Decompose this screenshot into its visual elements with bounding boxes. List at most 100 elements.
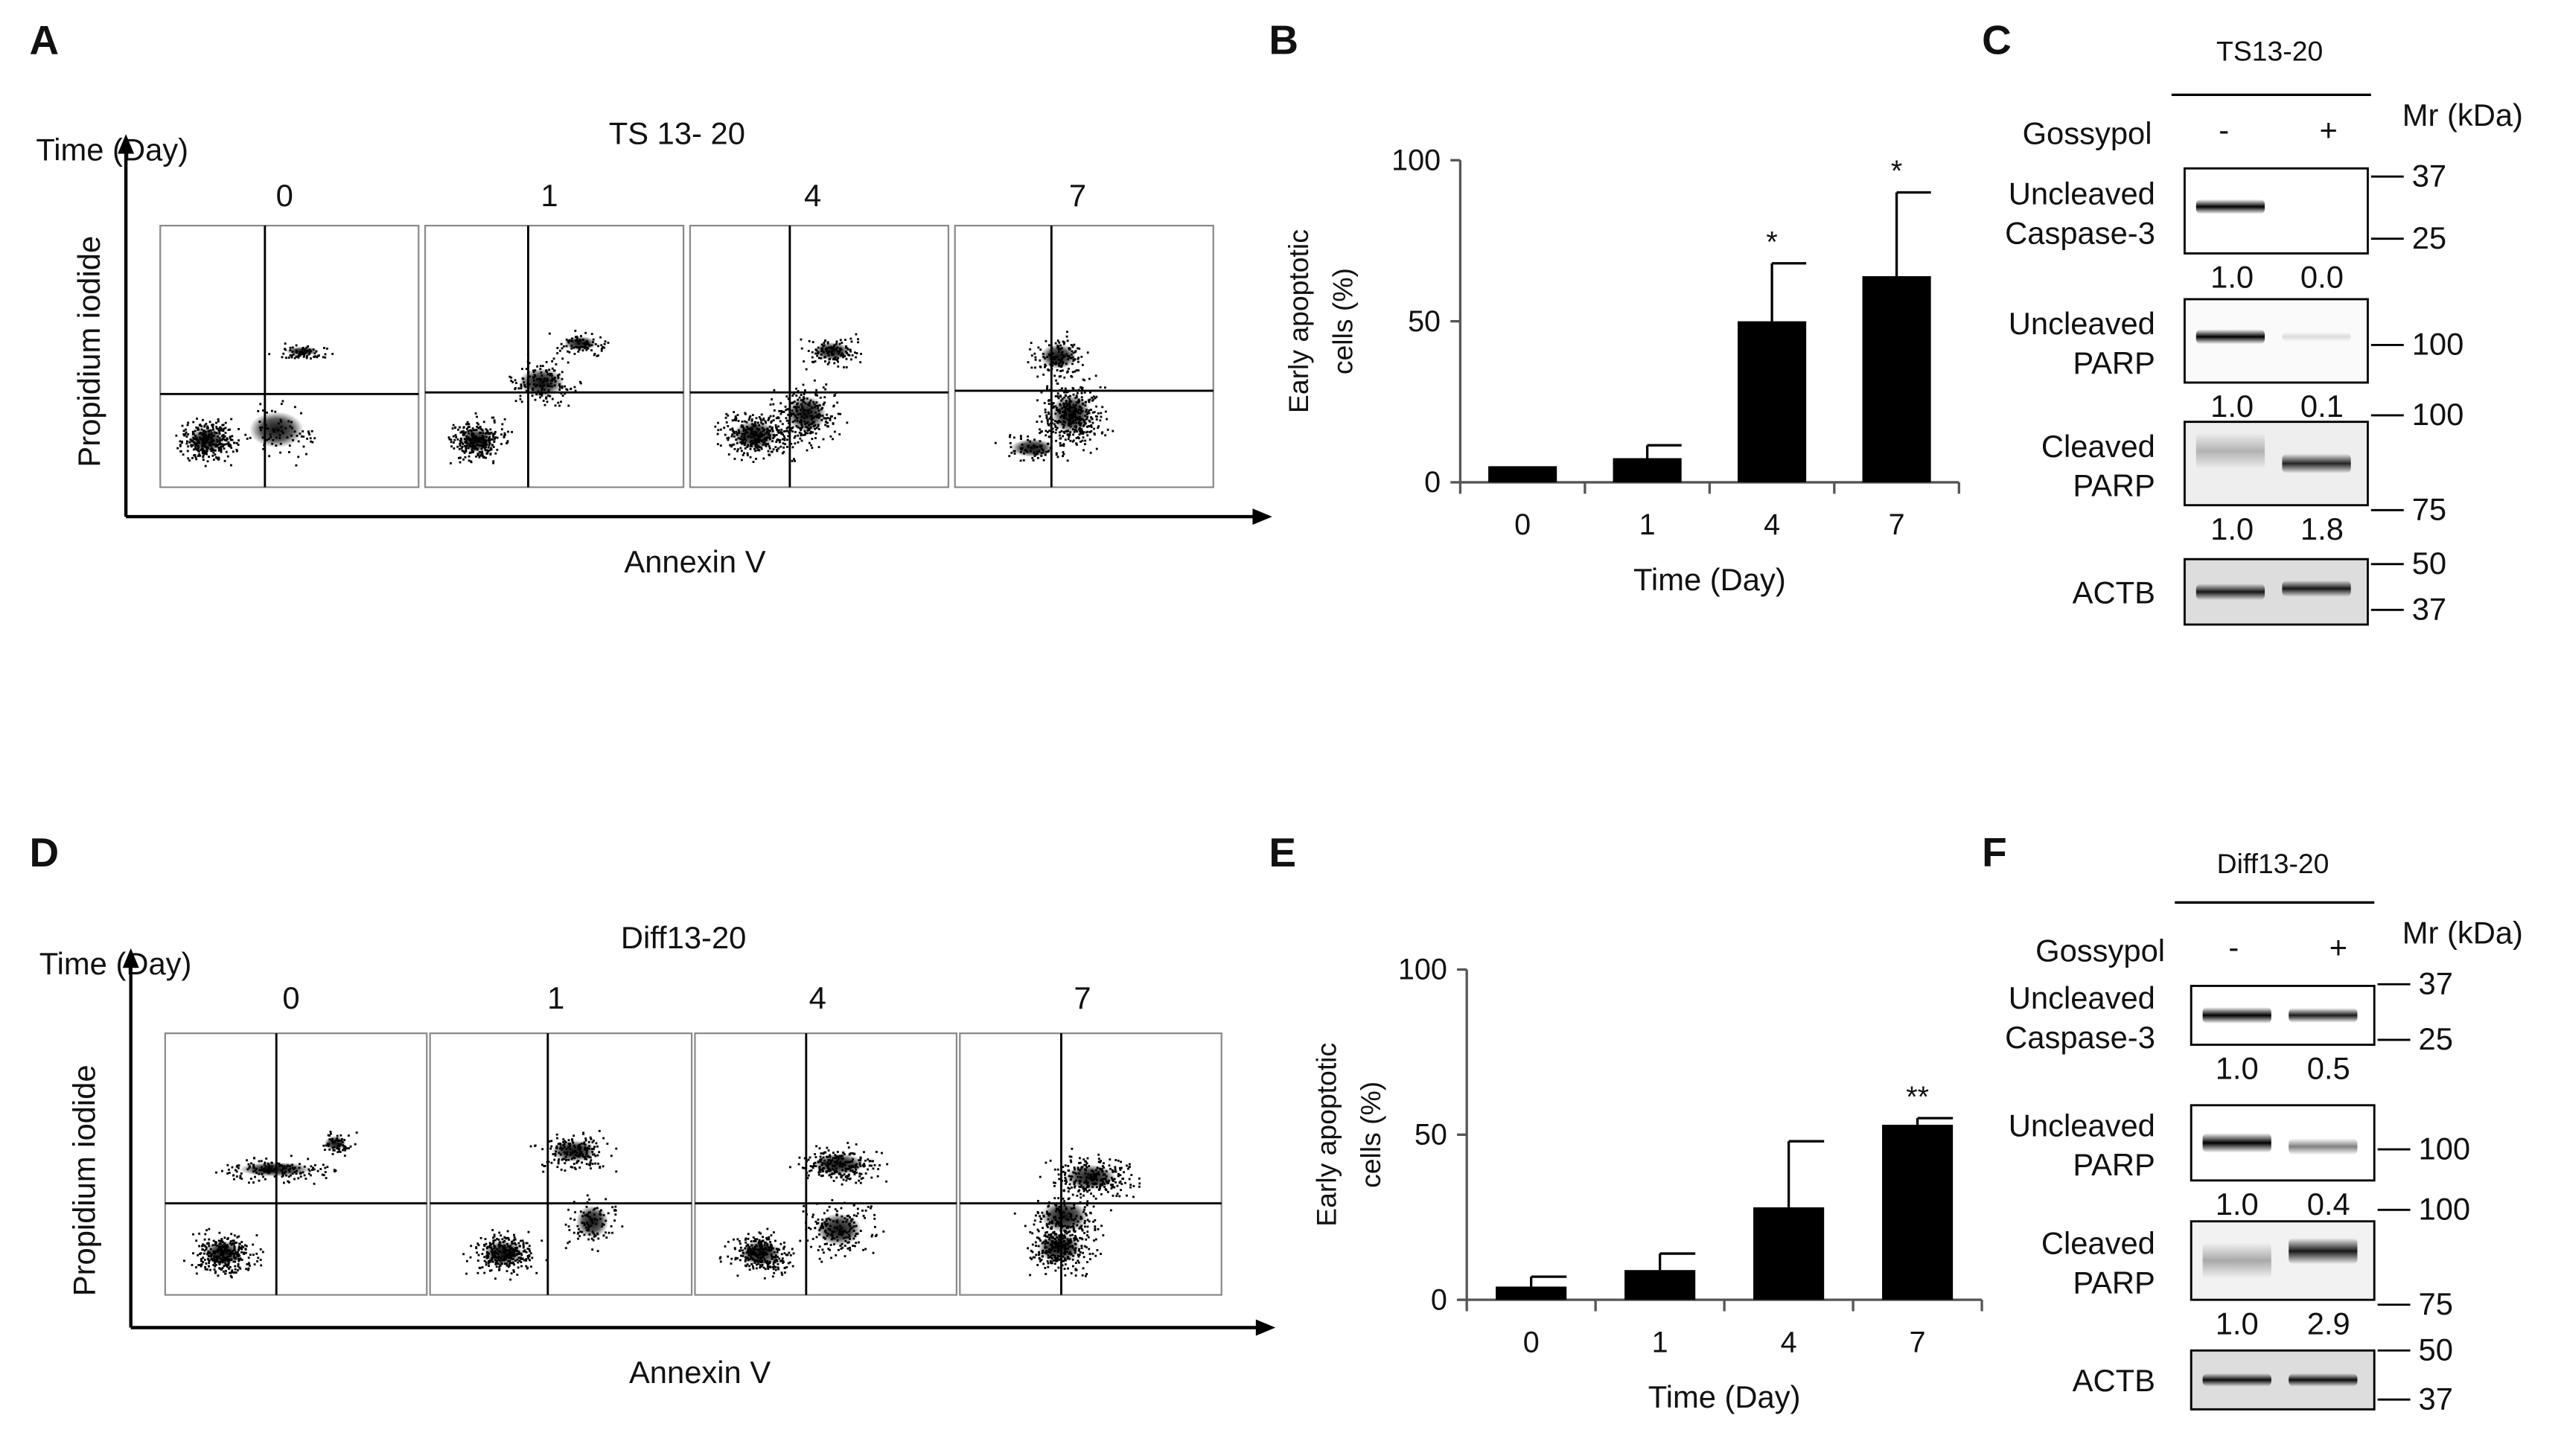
dot xyxy=(1042,449,1045,451)
dot xyxy=(493,440,496,443)
dot xyxy=(1052,1236,1055,1239)
dot xyxy=(809,1156,811,1159)
dot xyxy=(201,1248,204,1251)
dot xyxy=(1092,1205,1095,1208)
dot xyxy=(857,338,860,341)
dot xyxy=(1047,1257,1050,1259)
dot xyxy=(452,424,455,427)
dot xyxy=(1067,433,1070,436)
dot xyxy=(1047,435,1050,438)
dot xyxy=(855,1224,858,1227)
dot xyxy=(217,429,220,432)
dot xyxy=(821,1248,824,1251)
marker-label: 50 xyxy=(2412,546,2446,581)
dot xyxy=(237,1254,240,1256)
y-axis-label: Propidium iodide xyxy=(71,236,106,467)
dot xyxy=(810,406,813,409)
dot xyxy=(338,1150,341,1153)
dot xyxy=(1042,451,1045,454)
dot xyxy=(1077,408,1080,411)
dot xyxy=(1038,1253,1041,1256)
dot xyxy=(259,403,262,406)
dot xyxy=(222,1259,225,1262)
dot xyxy=(302,355,305,358)
dot xyxy=(844,350,847,353)
dot xyxy=(203,450,206,453)
dot xyxy=(596,1232,599,1235)
dot xyxy=(838,1158,840,1160)
dot xyxy=(765,1236,768,1239)
dot xyxy=(450,462,452,464)
dot xyxy=(1059,409,1062,412)
dot xyxy=(781,1257,784,1260)
dot xyxy=(573,1134,575,1137)
flow-day-label: 1 xyxy=(547,980,564,1015)
dot xyxy=(479,454,482,457)
dot xyxy=(751,427,753,430)
dot xyxy=(1073,1239,1076,1242)
dot xyxy=(567,1139,570,1142)
dot xyxy=(832,1152,835,1155)
dot xyxy=(778,1257,781,1260)
dot xyxy=(852,1171,855,1173)
dot xyxy=(509,1278,512,1281)
dot xyxy=(1099,1184,1102,1187)
dot xyxy=(826,421,829,424)
dot xyxy=(758,440,760,443)
dot xyxy=(200,1263,202,1266)
dot xyxy=(1053,1238,1056,1240)
dot xyxy=(1013,452,1016,455)
scatter-points xyxy=(183,1131,358,1279)
dot xyxy=(525,1265,528,1268)
dot xyxy=(762,430,765,432)
dot xyxy=(831,415,833,418)
dot xyxy=(534,1144,536,1147)
dot xyxy=(571,1152,574,1155)
dot xyxy=(802,383,805,386)
dot xyxy=(782,410,785,413)
dot xyxy=(1087,1236,1090,1239)
dot xyxy=(464,441,467,444)
dot xyxy=(187,421,190,424)
dot xyxy=(806,397,809,400)
dot xyxy=(550,385,553,388)
dot xyxy=(823,1242,826,1245)
dot xyxy=(1062,1243,1065,1246)
dot xyxy=(224,1259,227,1262)
dot xyxy=(179,440,182,443)
y-axis-label: Early apoptotic xyxy=(1283,229,1314,413)
dot xyxy=(749,447,752,450)
dot xyxy=(1047,1262,1050,1265)
dot xyxy=(289,1165,291,1168)
dot xyxy=(327,1144,330,1147)
dot xyxy=(490,431,493,434)
dot xyxy=(818,1233,820,1236)
dot xyxy=(817,425,820,428)
dot xyxy=(1056,1259,1059,1262)
dot xyxy=(1074,425,1077,428)
dot xyxy=(823,401,826,404)
dot xyxy=(295,355,298,358)
dot xyxy=(753,1249,756,1251)
dot xyxy=(508,1262,511,1265)
dot xyxy=(284,1170,287,1173)
dot xyxy=(583,1224,586,1227)
dot xyxy=(469,429,472,432)
dot xyxy=(564,1247,567,1250)
dot xyxy=(535,385,537,388)
dot xyxy=(583,1233,586,1236)
dot xyxy=(1083,1181,1086,1184)
dot xyxy=(240,1245,243,1248)
dot xyxy=(758,1231,761,1234)
dot xyxy=(546,400,549,403)
dot xyxy=(1065,363,1068,365)
dot xyxy=(1056,392,1059,395)
dot xyxy=(304,1178,307,1180)
dot xyxy=(859,1159,862,1162)
dot xyxy=(217,435,220,438)
dot xyxy=(238,1266,241,1269)
dot xyxy=(1114,1170,1117,1173)
dot xyxy=(818,1169,821,1172)
dot xyxy=(479,432,482,434)
dot xyxy=(450,445,453,448)
